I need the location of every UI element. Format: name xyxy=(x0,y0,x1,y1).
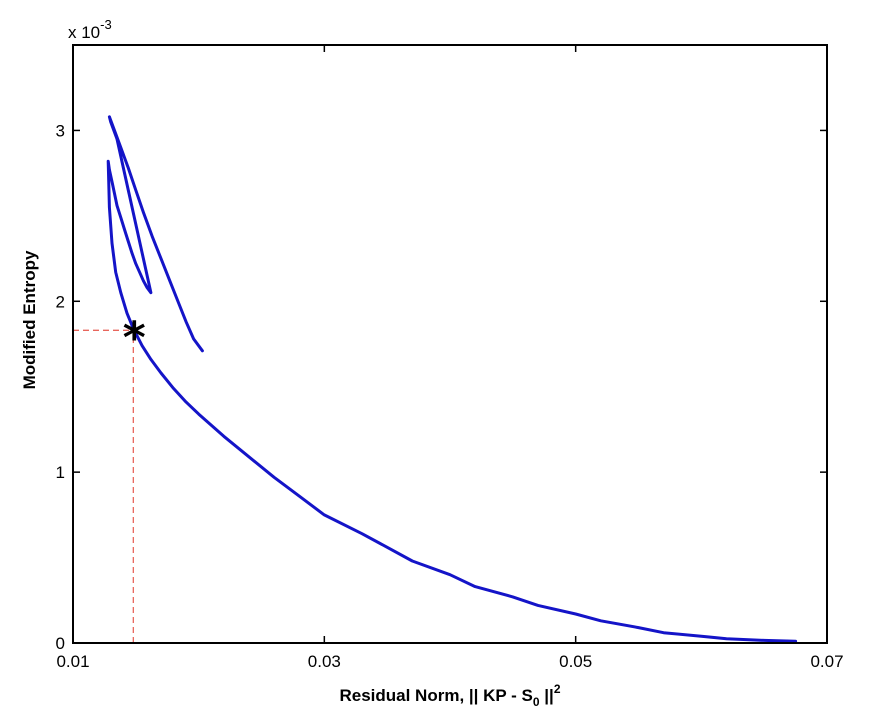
y-tick-label: 2 xyxy=(56,292,65,311)
tick-marks xyxy=(72,45,828,644)
corner-point-marker: * xyxy=(123,312,146,363)
x-tick-label: 0.01 xyxy=(56,652,89,671)
y-tick-label: 0 xyxy=(56,634,65,653)
y-tick-label: 1 xyxy=(56,463,65,482)
y-axis-exponent: x 10-3 xyxy=(68,17,112,42)
series-layer: * xyxy=(73,115,798,643)
y-axis-exponent-power: -3 xyxy=(100,17,112,32)
x-axis-title-subscript: 0 xyxy=(533,695,540,709)
series-line-modified-entropy xyxy=(106,115,798,643)
y-tick-label: 3 xyxy=(56,121,65,140)
y-axis-title: Modified Entropy xyxy=(20,250,39,389)
x-tick-label: 0.05 xyxy=(559,652,592,671)
x-axis-title: Residual Norm, || KP - S0 ||2 xyxy=(339,682,560,709)
plot-background xyxy=(73,45,827,643)
x-axis-title-superscript: 2 xyxy=(554,682,561,696)
x-tick-label: 0.07 xyxy=(810,652,843,671)
tick-labels: 0.01 0.03 0.05 0.07 0 1 2 3 xyxy=(56,121,844,671)
plot-frame xyxy=(72,44,828,644)
x-tick-label: 0.03 xyxy=(308,652,341,671)
